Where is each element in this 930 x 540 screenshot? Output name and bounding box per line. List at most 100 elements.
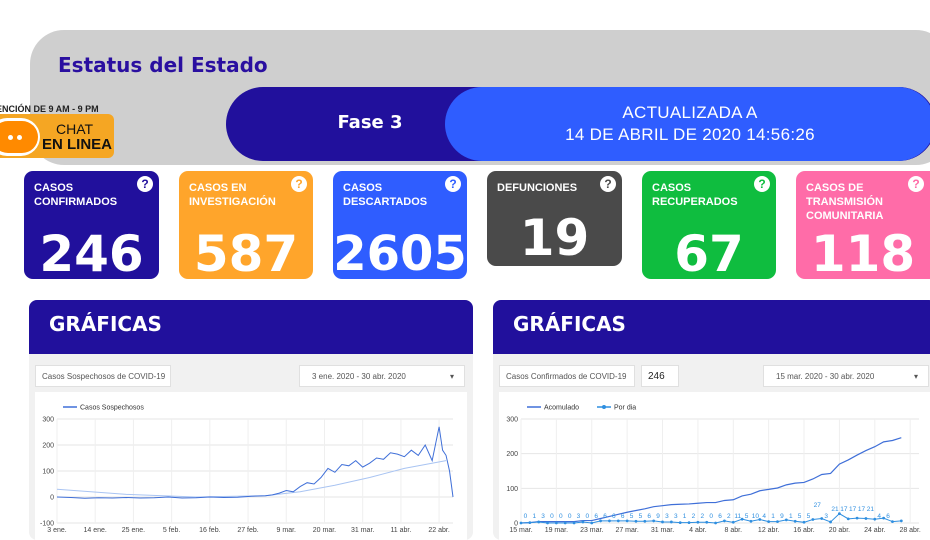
card-label: Casos confirmados <box>34 182 118 208</box>
x-tick-label: 19 mar. <box>545 527 568 534</box>
x-tick-label: 8 abr. <box>725 527 743 534</box>
data-label-por-dia: 17 <box>840 506 848 513</box>
data-point-por-dia <box>528 521 532 525</box>
legend-label: Por dia <box>614 405 636 412</box>
chart-plot-area: Acomulado Por dia 0 100 200 300 15 mar. 19 mar.… <box>499 392 930 540</box>
y-tick-label: -100 <box>40 521 54 528</box>
phase-label: Fase 3 <box>337 112 403 133</box>
card-label: Casos de transmisión comunitaria <box>806 182 884 222</box>
data-label-por-dia: 5 <box>639 513 643 520</box>
data-label-por-dia: 1 <box>683 513 687 520</box>
card-casos-investigacion: Casos en investigación ? 587 <box>179 171 313 279</box>
data-point-por-dia <box>634 519 638 523</box>
x-tick-label: 16 abr. <box>793 527 814 534</box>
data-label-por-dia: 5 <box>630 513 634 520</box>
legend-label: Casos Sospechosos <box>80 405 144 412</box>
data-point-por-dia <box>740 517 744 521</box>
data-point-por-dia <box>891 520 894 524</box>
data-point-por-dia <box>855 516 859 520</box>
card-transmision-comunitaria: Casos de transmisión comunitaria ? 118 <box>796 171 930 279</box>
date-range-select[interactable]: 3 ene. 2020 - 30 abr. 2020 ▾ <box>299 365 465 387</box>
help-icon[interactable]: ? <box>754 176 770 192</box>
help-icon[interactable]: ? <box>291 176 307 192</box>
x-tick-label: 22 abr. <box>428 527 449 534</box>
data-point-por-dia <box>590 521 594 525</box>
data-point-por-dia <box>696 520 700 524</box>
card-casos-recuperados: Casos recuperados ? 67 <box>642 171 776 279</box>
data-label-por-dia: 4 <box>762 513 766 520</box>
data-point-por-dia <box>652 519 656 523</box>
data-point-por-dia <box>811 518 815 521</box>
data-point-por-dia <box>714 521 717 525</box>
data-point-por-dia <box>873 517 877 521</box>
data-label-por-dia: 17 <box>849 506 857 513</box>
data-point-por-dia <box>776 520 779 524</box>
x-tick-label: 9 mar. <box>277 527 297 534</box>
caret-down-icon: ▾ <box>449 372 454 381</box>
chat-label-line2: EN LINEA <box>42 136 113 153</box>
data-point-por-dia <box>616 519 620 523</box>
card-value: 246 <box>39 225 144 279</box>
data-point-por-dia <box>669 520 673 524</box>
x-tick-label: 16 feb. <box>199 527 220 534</box>
data-label-por-dia: 3 <box>674 513 678 520</box>
help-icon[interactable]: ? <box>600 176 616 192</box>
updated-pill <box>445 87 930 161</box>
data-label-por-dia: 6 <box>886 513 890 520</box>
updated-label: ACTUALIZADA A <box>622 103 758 122</box>
y-tick-label: 0 <box>50 495 54 502</box>
data-point-por-dia <box>678 521 682 525</box>
data-point-por-dia <box>705 520 709 524</box>
y-tick-label: 100 <box>42 469 54 476</box>
data-label-por-dia: 6 <box>647 513 651 520</box>
x-tick-label: 4 abr. <box>689 527 707 534</box>
data-point-por-dia <box>784 518 788 522</box>
data-label-por-dia: 2 <box>692 513 696 520</box>
date-range-value: 3 ene. 2020 - 30 abr. 2020 <box>312 372 406 381</box>
legend-marker <box>602 405 606 409</box>
caret-down-icon: ▾ <box>913 372 918 381</box>
x-tick-label: 12 abr. <box>758 527 779 534</box>
x-tick-label: 20 mar. <box>313 527 336 534</box>
trend-line <box>56 460 447 498</box>
x-tick-label: 14 ene. <box>84 527 107 534</box>
x-tick-label: 24 abr. <box>864 527 885 534</box>
x-tick-label: 31 mar. <box>351 527 374 534</box>
data-label-por-dia: 1 <box>771 513 775 520</box>
help-icon[interactable]: ? <box>137 176 153 192</box>
card-value: 118 <box>810 225 916 279</box>
card-label: Casos en investigación <box>189 182 276 208</box>
help-icon[interactable]: ? <box>445 176 461 192</box>
chat-dot <box>8 135 13 140</box>
chat-dot <box>17 135 22 140</box>
data-point-por-dia <box>758 518 762 521</box>
x-tick-label: 28 abr. <box>899 527 920 534</box>
data-label-por-dia: 3 <box>541 513 545 520</box>
data-point-por-dia <box>838 512 841 516</box>
x-tick-label: 3 ene. <box>47 527 67 534</box>
graph-panel-title: GRÁFICAS <box>513 312 626 336</box>
filter-select[interactable]: Casos Confirmados de COVID-19 <box>499 365 635 387</box>
filter-select[interactable]: Casos Sospechosos de COVID-19 <box>35 365 171 387</box>
data-label-por-dia: 0 <box>709 513 713 520</box>
card-label: Defunciones <box>497 182 578 194</box>
x-tick-label: 27 mar. <box>615 527 638 534</box>
data-label-por-dia: 0 <box>568 513 572 520</box>
chart-plot-area: Casos Sospechosos -100 0 100 200 300 3 ene. 14 … <box>35 392 467 540</box>
data-point-por-dia <box>846 517 850 521</box>
help-icon[interactable]: ? <box>908 176 924 192</box>
date-range-select[interactable]: 15 mar. 2020 - 30 abr. 2020 ▾ <box>763 365 929 387</box>
data-point-por-dia <box>661 520 664 524</box>
data-label-por-dia: 3 <box>577 513 581 520</box>
legend-label: Acomulado <box>544 405 579 412</box>
x-tick-label: 5 feb. <box>163 527 181 534</box>
x-tick-label: 20 abr. <box>829 527 850 534</box>
y-tick-label: 300 <box>506 417 518 424</box>
data-label-por-dia: 5 <box>807 513 811 520</box>
data-label-por-dia: 6 <box>594 513 598 520</box>
data-label-por-dia: 6 <box>621 513 625 520</box>
data-label-por-dia: 10 <box>752 513 760 520</box>
graph-panel-confirmed: GRÁFICAS Casos Confirmados de COVID-19 2… <box>493 300 930 540</box>
x-tick-label: 11 abr. <box>390 527 411 534</box>
